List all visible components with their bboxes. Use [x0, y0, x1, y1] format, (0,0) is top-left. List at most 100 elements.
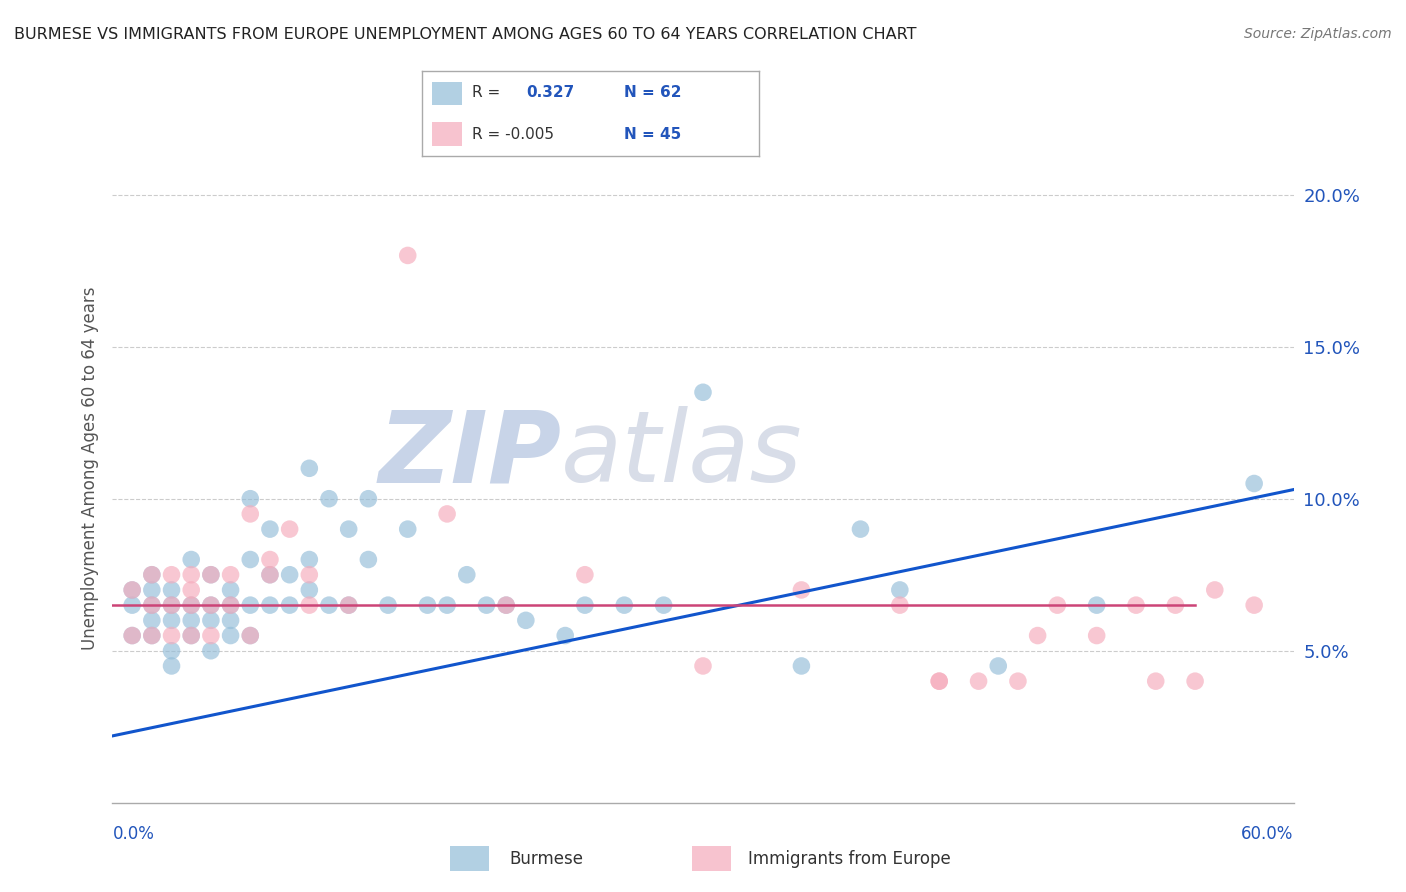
- Point: [219, 598, 242, 612]
- FancyBboxPatch shape: [450, 847, 489, 871]
- Point: [200, 613, 222, 627]
- Point: [790, 659, 813, 673]
- Text: 0.0%: 0.0%: [112, 825, 155, 843]
- Point: [141, 613, 163, 627]
- Point: [1046, 598, 1069, 612]
- Point: [396, 522, 419, 536]
- Point: [475, 598, 498, 612]
- Point: [436, 598, 458, 612]
- Text: R = -0.005: R = -0.005: [472, 127, 554, 142]
- Point: [160, 628, 183, 642]
- Point: [219, 582, 242, 597]
- Text: 0.327: 0.327: [526, 86, 575, 101]
- Point: [1243, 476, 1265, 491]
- Point: [1164, 598, 1187, 612]
- Point: [239, 507, 262, 521]
- Point: [652, 598, 675, 612]
- Text: Burmese: Burmese: [509, 849, 583, 868]
- Point: [239, 552, 262, 566]
- Point: [180, 613, 202, 627]
- Point: [298, 598, 321, 612]
- Text: Immigrants from Europe: Immigrants from Europe: [748, 849, 950, 868]
- Point: [180, 567, 202, 582]
- Point: [219, 598, 242, 612]
- Point: [200, 598, 222, 612]
- Point: [180, 582, 202, 597]
- Text: R =: R =: [472, 86, 501, 101]
- Point: [692, 659, 714, 673]
- Point: [160, 613, 183, 627]
- Point: [259, 552, 281, 566]
- Point: [200, 628, 222, 642]
- Point: [160, 659, 183, 673]
- Point: [357, 552, 380, 566]
- Point: [928, 674, 950, 689]
- Point: [239, 491, 262, 506]
- Point: [889, 582, 911, 597]
- Point: [849, 522, 872, 536]
- Point: [200, 567, 222, 582]
- Point: [790, 582, 813, 597]
- Point: [141, 567, 163, 582]
- Point: [278, 522, 301, 536]
- Point: [692, 385, 714, 400]
- Point: [436, 507, 458, 521]
- Point: [337, 598, 360, 612]
- Point: [1125, 598, 1147, 612]
- Point: [200, 598, 222, 612]
- Point: [121, 598, 143, 612]
- FancyBboxPatch shape: [432, 122, 463, 146]
- Text: 60.0%: 60.0%: [1241, 825, 1294, 843]
- Point: [259, 567, 281, 582]
- Point: [396, 248, 419, 262]
- Point: [1243, 598, 1265, 612]
- Point: [239, 628, 262, 642]
- Point: [554, 628, 576, 642]
- Point: [141, 598, 163, 612]
- Point: [298, 567, 321, 582]
- Point: [278, 598, 301, 612]
- Text: Source: ZipAtlas.com: Source: ZipAtlas.com: [1244, 27, 1392, 41]
- Point: [1085, 628, 1108, 642]
- Point: [1026, 628, 1049, 642]
- Point: [141, 567, 163, 582]
- Point: [219, 628, 242, 642]
- Point: [574, 598, 596, 612]
- FancyBboxPatch shape: [692, 847, 731, 871]
- Point: [180, 598, 202, 612]
- Point: [298, 461, 321, 475]
- Point: [180, 628, 202, 642]
- Point: [160, 644, 183, 658]
- Point: [1085, 598, 1108, 612]
- Point: [298, 552, 321, 566]
- Point: [318, 598, 340, 612]
- Point: [515, 613, 537, 627]
- Point: [377, 598, 399, 612]
- Point: [456, 567, 478, 582]
- Text: ZIP: ZIP: [378, 407, 561, 503]
- Point: [928, 674, 950, 689]
- Text: N = 45: N = 45: [624, 127, 682, 142]
- Point: [337, 598, 360, 612]
- Point: [200, 567, 222, 582]
- Point: [259, 598, 281, 612]
- Point: [495, 598, 517, 612]
- Point: [1144, 674, 1167, 689]
- Point: [987, 659, 1010, 673]
- Point: [141, 628, 163, 642]
- Point: [200, 644, 222, 658]
- Text: atlas: atlas: [561, 407, 803, 503]
- Y-axis label: Unemployment Among Ages 60 to 64 years: Unemployment Among Ages 60 to 64 years: [80, 286, 98, 650]
- Point: [318, 491, 340, 506]
- Point: [495, 598, 517, 612]
- Point: [180, 552, 202, 566]
- Point: [239, 598, 262, 612]
- Point: [1007, 674, 1029, 689]
- Point: [141, 582, 163, 597]
- Text: N = 62: N = 62: [624, 86, 682, 101]
- FancyBboxPatch shape: [432, 81, 463, 105]
- Point: [259, 522, 281, 536]
- Point: [337, 522, 360, 536]
- Point: [141, 628, 163, 642]
- Point: [141, 598, 163, 612]
